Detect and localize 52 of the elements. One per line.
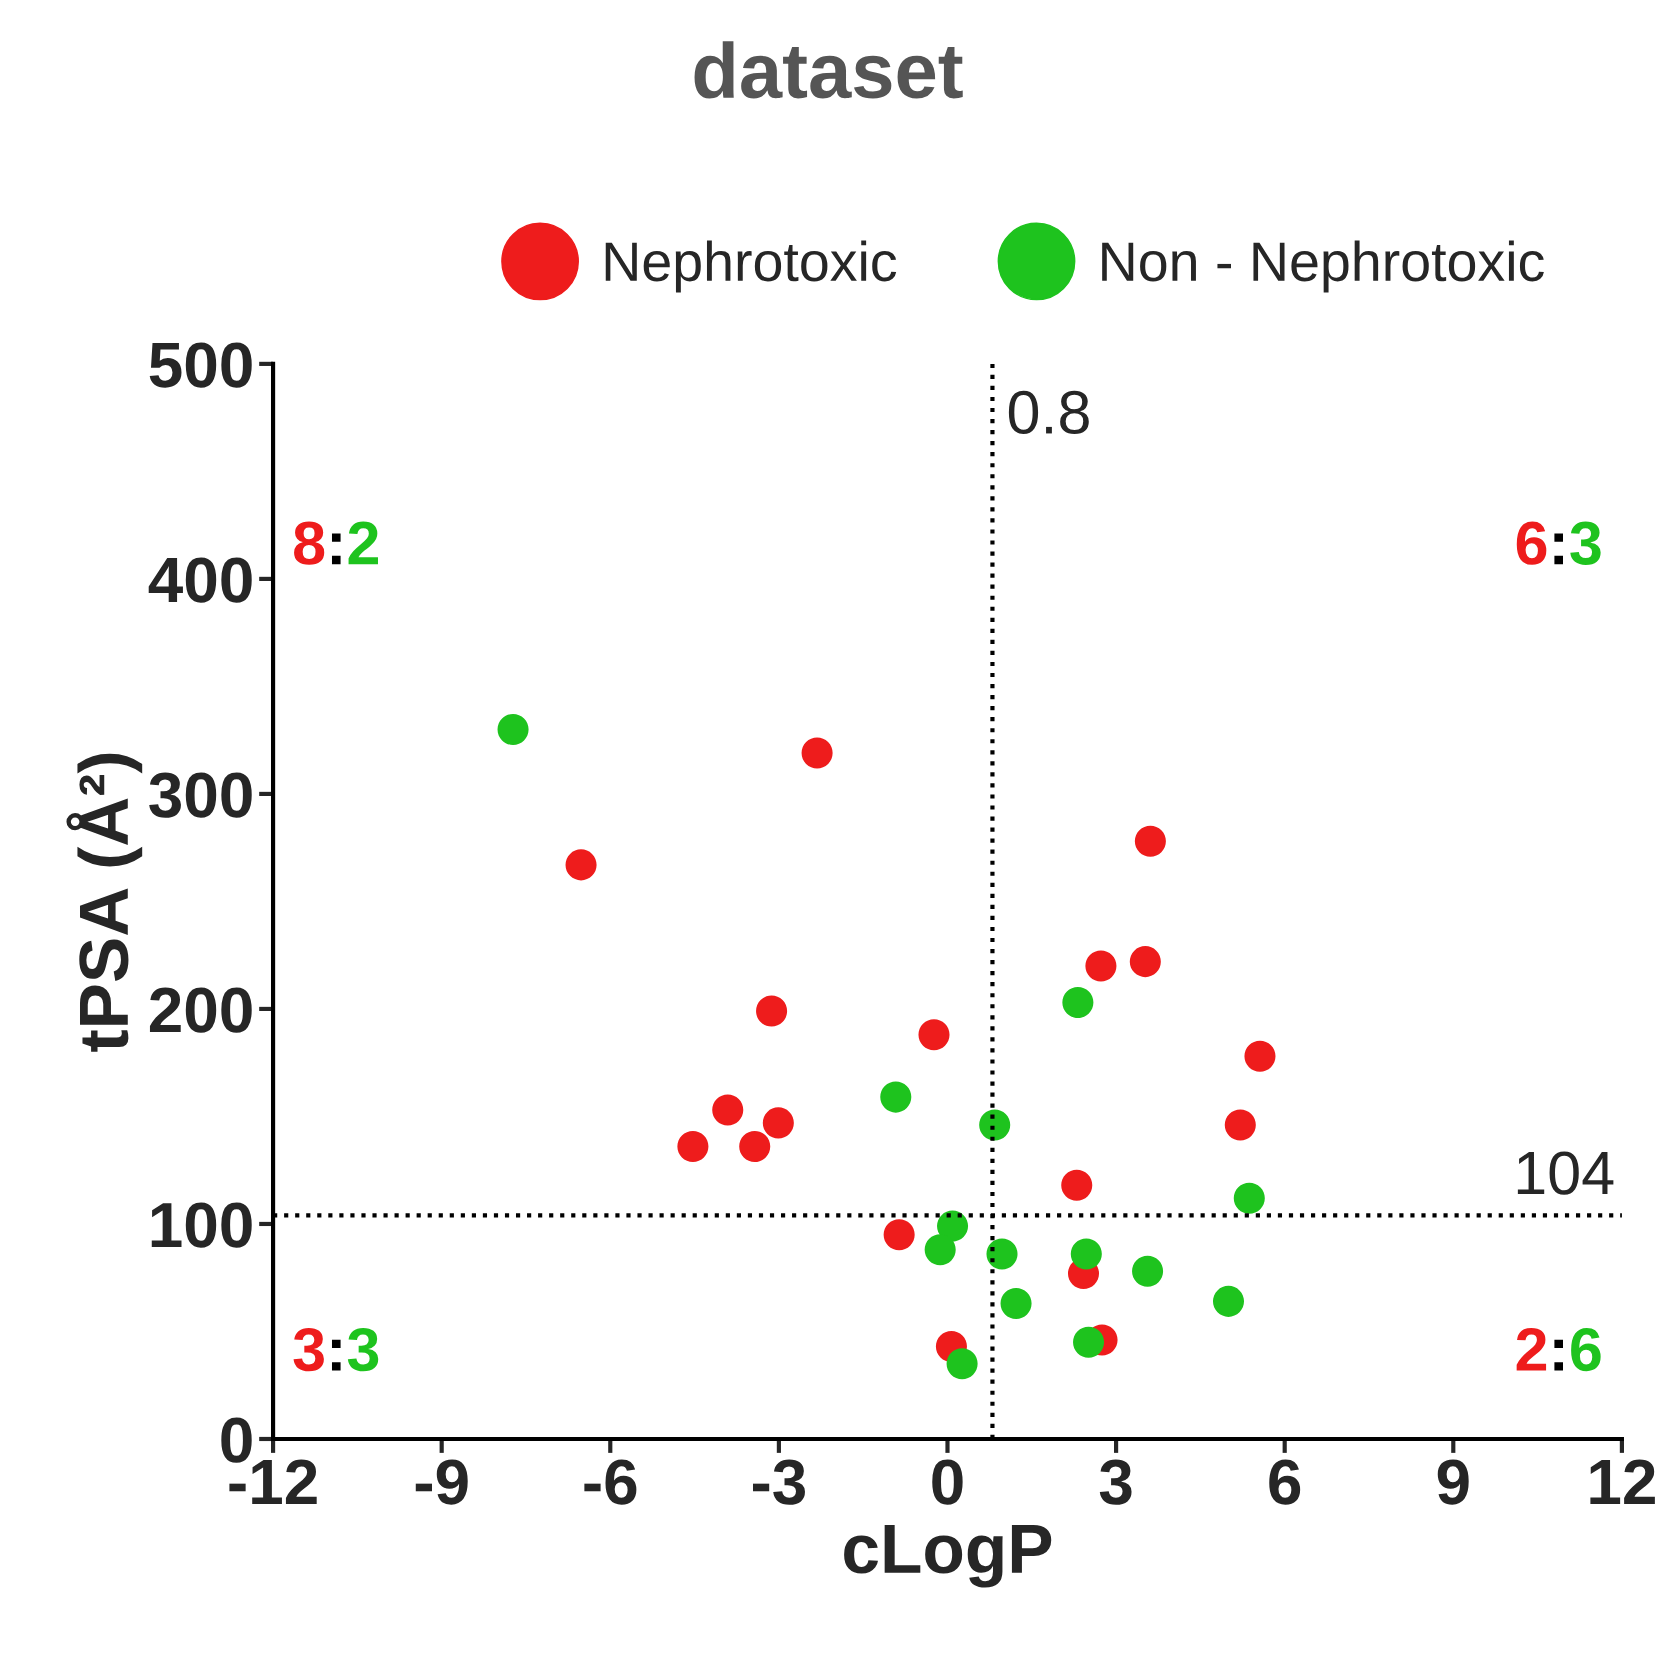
point <box>565 849 597 881</box>
chart-title: dataset <box>694 41 963 99</box>
point <box>739 1131 771 1163</box>
point <box>801 737 833 769</box>
x-axis-title: cLogP <box>844 1525 1052 1588</box>
point <box>918 1019 950 1051</box>
point <box>1000 1287 1032 1320</box>
x-tick-label: 0 <box>932 1459 963 1505</box>
point <box>1085 950 1117 982</box>
ref-line-label: 0.8 <box>1008 390 1089 435</box>
x-tick-label: 6 <box>1269 1459 1301 1505</box>
x-tick-label: 3 <box>1099 1459 1132 1505</box>
point <box>756 995 788 1027</box>
point <box>1233 1182 1265 1214</box>
x-tick-label: 12 <box>1590 1459 1655 1505</box>
point <box>1134 825 1166 857</box>
y-tick-label: 300 <box>149 772 252 818</box>
y-tick-label: 100 <box>151 1202 252 1248</box>
point <box>883 1219 915 1251</box>
point <box>1224 1109 1256 1141</box>
point <box>946 1348 978 1380</box>
legend-label: Nephrotoxic <box>605 240 897 293</box>
y-axis-title: tPSA (Å²) <box>66 753 143 1052</box>
point <box>986 1238 1018 1270</box>
legend-label: Non - Nephrotoxic <box>1102 240 1544 293</box>
x-tick-label: 9 <box>1437 1459 1469 1505</box>
point <box>1070 1238 1102 1270</box>
point <box>1062 986 1094 1019</box>
annotation: 6:3 <box>1516 521 1601 565</box>
point <box>1244 1040 1276 1072</box>
x-tick-label: -6 <box>584 1459 637 1505</box>
point <box>880 1081 912 1113</box>
y-tick-label: 500 <box>149 342 252 388</box>
point <box>677 1131 709 1163</box>
point <box>1132 1255 1164 1287</box>
annotation: 8:2 <box>294 521 378 565</box>
annotation: 3:3 <box>293 1327 379 1372</box>
y-tick-label: 200 <box>149 987 252 1033</box>
point <box>979 1109 1011 1141</box>
ref-line-label: 104 <box>1517 1151 1614 1195</box>
point <box>1061 1169 1093 1201</box>
point <box>762 1107 794 1139</box>
annotation: 2:6 <box>1516 1327 1601 1372</box>
point <box>1212 1285 1245 1317</box>
point <box>712 1094 744 1126</box>
point <box>497 713 529 745</box>
point <box>924 1234 956 1266</box>
y-tick-label: 400 <box>148 557 252 603</box>
x-tick-label: -3 <box>752 1459 805 1505</box>
x-tick-label: -9 <box>415 1459 468 1505</box>
point <box>1073 1326 1105 1358</box>
point <box>1129 946 1161 978</box>
